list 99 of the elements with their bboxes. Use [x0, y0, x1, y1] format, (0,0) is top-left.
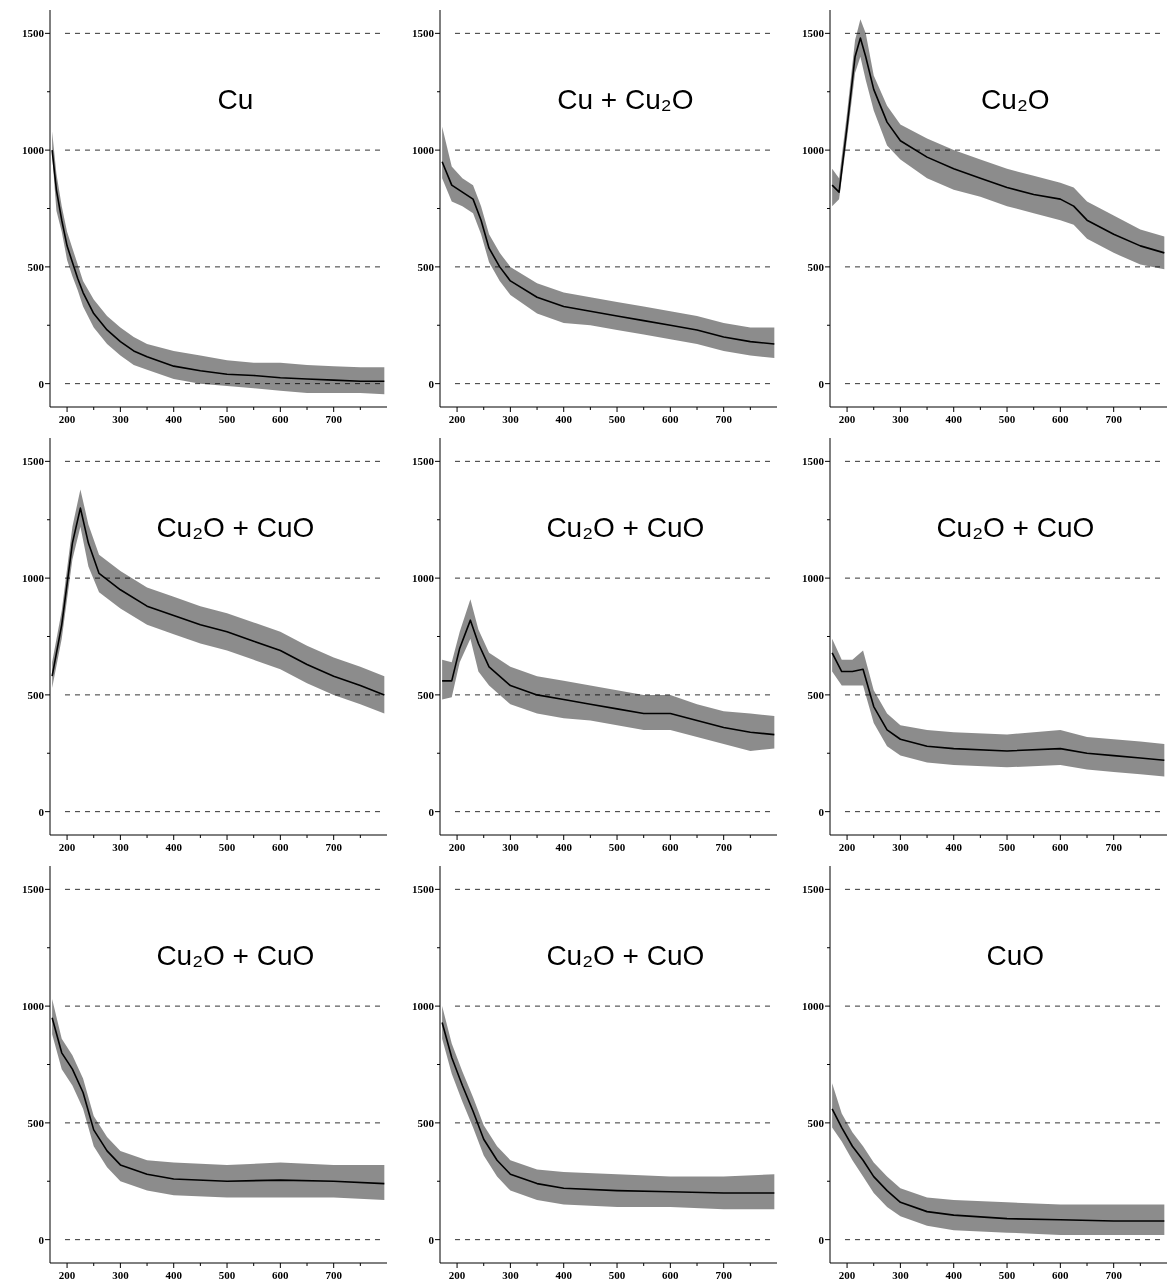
x-tick-label: 400 — [945, 841, 963, 853]
x-tick-label: 700 — [715, 841, 733, 853]
x-tick-label: 400 — [165, 1269, 183, 1281]
x-tick-label: 200 — [448, 413, 466, 425]
y-tick-label: 500 — [417, 1116, 435, 1129]
y-tick-label: 1000 — [412, 571, 435, 584]
x-tick-label: 200 — [58, 1269, 76, 1281]
y-tick-label: 1500 — [22, 27, 45, 40]
x-tick-label: 700 — [1105, 1269, 1123, 1281]
y-tick-label: 1500 — [412, 883, 435, 896]
x-tick-label: 500 — [608, 841, 626, 853]
y-tick-label: 1500 — [802, 883, 825, 896]
y-tick-label: 1500 — [412, 27, 435, 40]
x-tick-label: 400 — [555, 841, 573, 853]
y-tick-label: 0 — [428, 377, 435, 390]
x-tick-label: 300 — [892, 841, 910, 853]
y-tick-label: 500 — [417, 260, 435, 273]
x-tick-label: 500 — [998, 1269, 1016, 1281]
text: Cu₂O + CuO — [156, 512, 315, 544]
text: Cu₂O — [981, 84, 1050, 116]
x-tick-label: 200 — [838, 1269, 856, 1281]
x-tick-label: 600 — [272, 841, 290, 853]
y-tick-label: 1500 — [802, 27, 825, 40]
x-tick-label: 500 — [998, 841, 1016, 853]
x-tick-label: 600 — [1052, 413, 1070, 425]
text: CuO — [986, 940, 1045, 972]
y-tick-label: 0 — [38, 1233, 45, 1246]
x-tick-label: 400 — [555, 1269, 573, 1281]
x-tick-label: 300 — [502, 841, 520, 853]
y-tick-label: 1000 — [412, 999, 435, 1012]
x-tick-label: 400 — [165, 841, 183, 853]
y-tick-label: 500 — [417, 688, 435, 701]
x-tick-label: 400 — [165, 413, 183, 425]
y-tick-label: 0 — [428, 805, 435, 818]
x-tick-label: 500 — [998, 413, 1016, 425]
text: Cu — [217, 84, 254, 116]
x-tick-label: 600 — [272, 1269, 290, 1281]
x-tick-label: 600 — [662, 1269, 680, 1281]
x-tick-label: 200 — [58, 841, 76, 853]
x-tick-label: 600 — [1052, 1269, 1070, 1281]
y-tick-label: 0 — [38, 805, 45, 818]
x-tick-label: 200 — [838, 413, 856, 425]
x-tick-label: 300 — [892, 413, 910, 425]
x-tick-label: 600 — [662, 841, 680, 853]
y-tick-label: 1500 — [22, 455, 45, 468]
text: Cu₂O + CuO — [546, 512, 705, 544]
y-tick-label: 1000 — [802, 999, 825, 1012]
y-tick-label: 1000 — [802, 571, 825, 584]
y-tick-label: 1500 — [412, 455, 435, 468]
y-tick-label: 0 — [428, 1233, 435, 1246]
x-tick-label: 300 — [112, 841, 130, 853]
x-tick-label: 500 — [218, 413, 236, 425]
x-tick-label: 500 — [608, 413, 626, 425]
text: Cu₂O + CuO — [546, 940, 705, 972]
x-tick-label: 600 — [662, 413, 680, 425]
y-tick-label: 1000 — [22, 571, 45, 584]
x-tick-label: 700 — [715, 1269, 733, 1281]
x-tick-label: 300 — [502, 1269, 520, 1281]
x-tick-label: 200 — [448, 1269, 466, 1281]
x-tick-label: 300 — [892, 1269, 910, 1281]
text: Cu + Cu₂O — [557, 84, 694, 116]
y-tick-label: 1500 — [802, 455, 825, 468]
x-tick-label: 500 — [218, 1269, 236, 1281]
x-tick-label: 700 — [1105, 413, 1123, 425]
y-tick-label: 0 — [818, 805, 825, 818]
text: Cu₂O + CuO — [936, 512, 1095, 544]
y-tick-label: 1000 — [412, 143, 435, 156]
x-tick-label: 400 — [555, 413, 573, 425]
y-tick-label: 0 — [818, 1233, 825, 1246]
y-tick-label: 500 — [807, 260, 825, 273]
text: Cu₂O + CuO — [156, 940, 315, 972]
x-tick-label: 700 — [1105, 841, 1123, 853]
x-tick-label: 700 — [325, 841, 343, 853]
x-tick-label: 300 — [502, 413, 520, 425]
y-tick-label: 500 — [807, 688, 825, 701]
y-tick-label: 0 — [818, 377, 825, 390]
x-tick-label: 300 — [112, 413, 130, 425]
x-tick-label: 500 — [608, 1269, 626, 1281]
y-tick-label: 1500 — [22, 883, 45, 896]
x-tick-label: 700 — [325, 413, 343, 425]
y-tick-label: 0 — [38, 377, 45, 390]
y-tick-label: 500 — [807, 1116, 825, 1129]
x-tick-label: 700 — [715, 413, 733, 425]
y-tick-label: 1000 — [22, 143, 45, 156]
x-tick-label: 600 — [1052, 841, 1070, 853]
x-tick-label: 300 — [112, 1269, 130, 1281]
y-tick-label: 500 — [27, 688, 45, 701]
x-tick-label: 600 — [272, 413, 290, 425]
x-tick-label: 200 — [448, 841, 466, 853]
y-tick-label: 1000 — [22, 999, 45, 1012]
y-tick-label: 1000 — [802, 143, 825, 156]
x-tick-label: 200 — [58, 413, 76, 425]
x-tick-label: 400 — [945, 1269, 963, 1281]
y-tick-label: 500 — [27, 260, 45, 273]
x-tick-label: 200 — [838, 841, 856, 853]
x-tick-label: 500 — [218, 841, 236, 853]
x-tick-label: 700 — [325, 1269, 343, 1281]
y-tick-label: 500 — [27, 1116, 45, 1129]
x-tick-label: 400 — [945, 413, 963, 425]
